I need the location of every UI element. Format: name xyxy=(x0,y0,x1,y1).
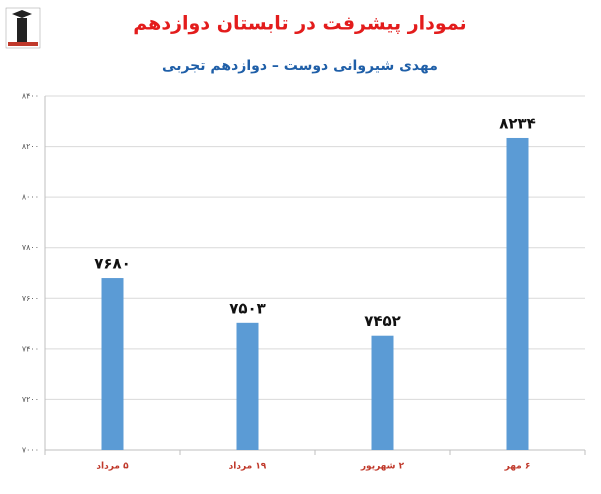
chart-subtitle: مهدی شیروانی دوست – دوازدهم تجربی xyxy=(162,58,438,74)
bar xyxy=(506,137,529,450)
value-label: ۷۴۵۲ xyxy=(364,312,401,330)
y-tick-label: ۷۴۰۰ xyxy=(22,344,39,353)
bar xyxy=(101,278,124,450)
y-tick-label: ۸۲۰۰ xyxy=(22,142,39,151)
x-tick-label: ۵ مرداد xyxy=(96,462,129,472)
y-tick-label: ۷۲۰۰ xyxy=(22,395,39,404)
y-tick-label: ۸۴۰۰ xyxy=(22,92,39,101)
y-tick-label: ۷۸۰۰ xyxy=(22,243,39,252)
x-tick-label: ۲ شهریور xyxy=(360,462,405,472)
chart-title: نمودار پیشرفت در تابستان دوازدهم xyxy=(133,13,466,35)
bar xyxy=(371,335,394,450)
value-label: ۷۶۸۰ xyxy=(94,255,131,273)
value-label: ۷۵۰۳ xyxy=(229,299,266,317)
y-tick-label: ۷۰۰۰ xyxy=(22,446,39,455)
logo xyxy=(5,7,41,49)
x-tick-label: ۱۹ مرداد xyxy=(229,462,267,472)
y-tick-label: ۷۶۰۰ xyxy=(22,294,39,303)
bar xyxy=(236,322,259,450)
y-tick-label: ۸۰۰۰ xyxy=(22,193,39,202)
value-label: ۸۲۳۴ xyxy=(499,114,536,132)
x-tick-label: ۶ مهر xyxy=(504,462,531,472)
